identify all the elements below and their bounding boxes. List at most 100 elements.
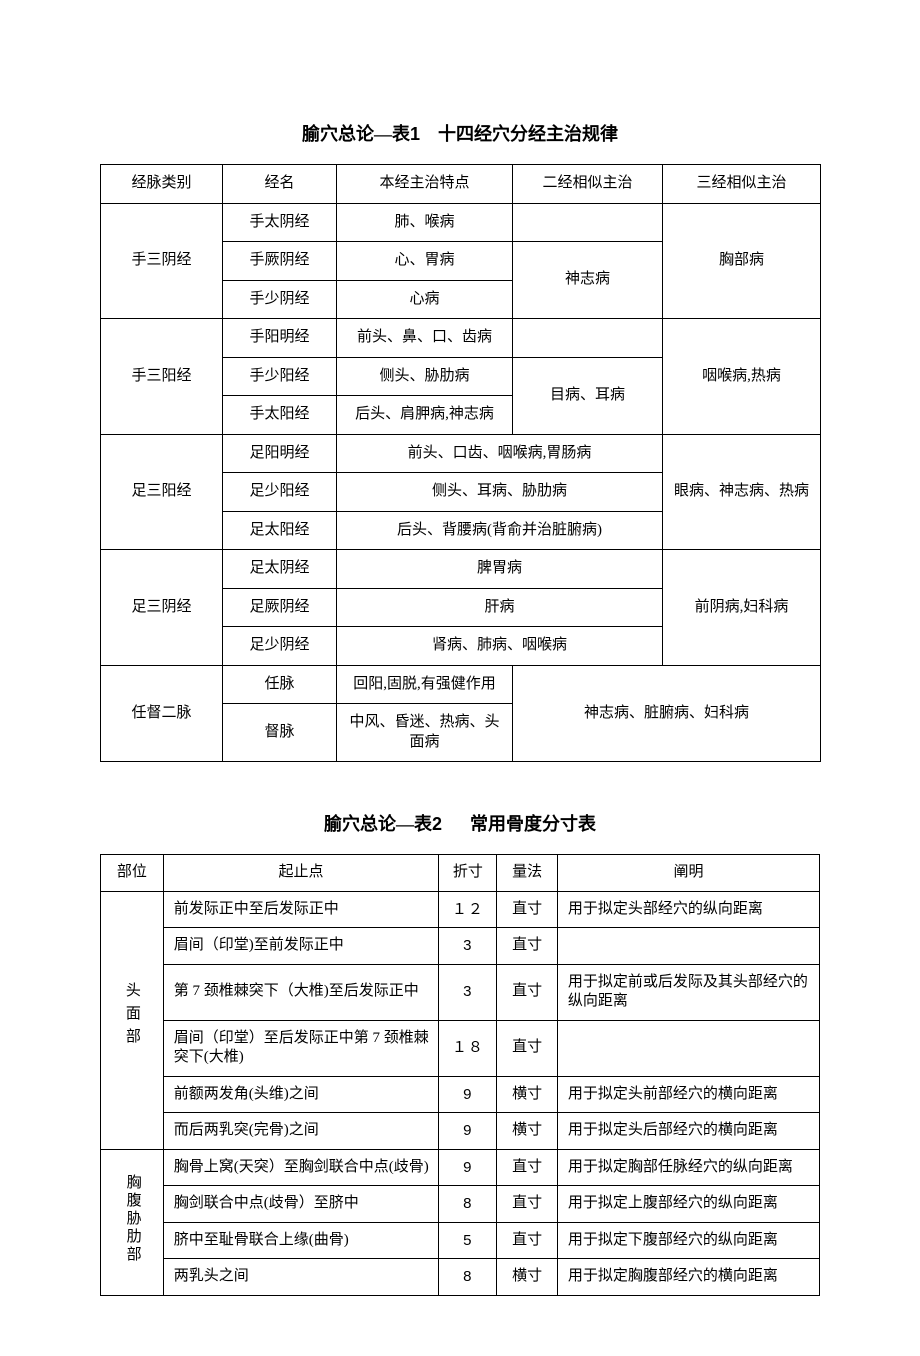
t1-header-4: 三经相似主治 <box>663 165 821 204</box>
t2-cun-0-4: 9 <box>439 1076 497 1113</box>
t2-se-0-0: 前发际正中至后发际正中 <box>163 891 439 928</box>
t2-cun-1-3: 8 <box>439 1259 497 1296</box>
t1-merged-3-2: 肾病、肺病、咽喉病 <box>337 627 663 666</box>
t1-merged-3-0: 脾胃病 <box>337 550 663 589</box>
t1-cat-4: 任督二脉 <box>101 665 223 762</box>
t2-header-0: 部位 <box>101 855 164 892</box>
t1-two-1-1: 目病、耳病 <box>513 357 663 434</box>
t1-name-3-2: 足少阴经 <box>223 627 337 666</box>
t1-cat-2: 足三阳经 <box>101 434 223 550</box>
t2-se-1-2: 脐中至耻骨联合上缘(曲骨) <box>163 1222 439 1259</box>
t2-region-0: 头面部 <box>101 891 164 1149</box>
title2-num: 2 <box>432 814 442 834</box>
t2-cun-1-0: 9 <box>439 1149 497 1186</box>
title1-num: 1 <box>410 124 420 144</box>
t2-header-4: 阐明 <box>557 855 819 892</box>
t2-cun-0-1: 3 <box>439 928 497 965</box>
t2-header-1: 起止点 <box>163 855 439 892</box>
t2-method-0-1: 直寸 <box>497 928 557 965</box>
t1-name-0-2: 手少阴经 <box>223 280 337 319</box>
t2-note-1-3: 用于拟定胸腹部经穴的横向距离 <box>557 1259 819 1296</box>
t2-cun-1-2: 5 <box>439 1222 497 1259</box>
table2: 部位起止点折寸量法阐明头面部前发际正中至后发际正中１２直寸用于拟定头部经穴的纵向… <box>100 854 820 1296</box>
t2-method-1-2: 直寸 <box>497 1222 557 1259</box>
t2-method-0-5: 横寸 <box>497 1113 557 1150</box>
t1-cat-3: 足三阴经 <box>101 550 223 666</box>
t1-header-3: 二经相似主治 <box>513 165 663 204</box>
t1-three-1: 咽喉病,热病 <box>663 319 821 435</box>
t1-three-3: 前阴病,妇科病 <box>663 550 821 666</box>
t1-two-1-0 <box>513 319 663 358</box>
table2-title: 腧穴总论—表2 常用骨度分寸表 <box>100 810 820 836</box>
t2-method-0-3: 直寸 <box>497 1020 557 1076</box>
t1-name-0-1: 手厥阴经 <box>223 242 337 281</box>
t1-name-2-2: 足太阳经 <box>223 511 337 550</box>
t1-header-1: 经名 <box>223 165 337 204</box>
t1-point-4-0: 回阳,固脱,有强健作用 <box>337 665 513 704</box>
t1-point-1-0: 前头、鼻、口、齿病 <box>337 319 513 358</box>
t2-note-0-0: 用于拟定头部经穴的纵向距离 <box>557 891 819 928</box>
t2-se-1-3: 两乳头之间 <box>163 1259 439 1296</box>
t2-header-2: 折寸 <box>439 855 497 892</box>
t2-cun-1-1: 8 <box>439 1186 497 1223</box>
t1-merged-2-2: 后头、背腰病(背俞并治脏腑病) <box>337 511 663 550</box>
t1-name-1-0: 手阳明经 <box>223 319 337 358</box>
t1-name-3-1: 足厥阴经 <box>223 588 337 627</box>
t2-se-0-4: 前额两发角(头维)之间 <box>163 1076 439 1113</box>
t2-note-1-2: 用于拟定下腹部经穴的纵向距离 <box>557 1222 819 1259</box>
title2-suffix: 常用骨度分寸表 <box>470 814 596 834</box>
t1-three-0: 胸部病 <box>663 203 821 319</box>
t2-method-0-4: 横寸 <box>497 1076 557 1113</box>
t1-name-1-1: 手少阳经 <box>223 357 337 396</box>
t2-method-0-2: 直寸 <box>497 964 557 1020</box>
t1-two-0-0 <box>513 203 663 242</box>
table1: 经脉类别经名本经主治特点二经相似主治三经相似主治手三阴经手太阴经肺、喉病胸部病手… <box>100 164 821 762</box>
t1-point-1-1: 侧头、胁肋病 <box>337 357 513 396</box>
t1-merged-2-0: 前头、口齿、咽喉病,胃肠病 <box>337 434 663 473</box>
t2-cun-0-3: １８ <box>439 1020 497 1076</box>
t2-cun-0-2: 3 <box>439 964 497 1020</box>
t2-se-0-2: 第 7 颈椎棘突下（大椎)至后发际正中 <box>163 964 439 1020</box>
t2-note-1-1: 用于拟定上腹部经穴的纵向距离 <box>557 1186 819 1223</box>
t2-note-0-1 <box>557 928 819 965</box>
title2-prefix: 腧穴总论—表 <box>324 814 432 834</box>
t2-method-1-0: 直寸 <box>497 1149 557 1186</box>
t2-se-1-1: 胸剑联合中点(歧骨）至脐中 <box>163 1186 439 1223</box>
t1-merged-3-1: 肝病 <box>337 588 663 627</box>
t2-note-0-2: 用于拟定前或后发际及其头部经穴的纵向距离 <box>557 964 819 1020</box>
t2-note-0-5: 用于拟定头后部经穴的横向距离 <box>557 1113 819 1150</box>
t1-name-2-1: 足少阳经 <box>223 473 337 512</box>
t1-point-0-1: 心、胃病 <box>337 242 513 281</box>
t1-point-1-2: 后头、肩胛病,神志病 <box>337 396 513 435</box>
t1-point-0-0: 肺、喉病 <box>337 203 513 242</box>
title1-prefix: 腧穴总论—表 <box>302 124 410 144</box>
t2-note-0-4: 用于拟定头前部经穴的横向距离 <box>557 1076 819 1113</box>
t2-cun-0-5: 9 <box>439 1113 497 1150</box>
t1-point-4-1: 中风、昏迷、热病、头面病 <box>337 704 513 762</box>
t2-region-1: 胸腹胁肋部 <box>101 1149 164 1295</box>
t2-method-0-0: 直寸 <box>497 891 557 928</box>
t1-merged-2-1: 侧头、耳病、胁肋病 <box>337 473 663 512</box>
t1-three-2: 眼病、神志病、热病 <box>663 434 821 550</box>
t1-two-0-1: 神志病 <box>513 242 663 319</box>
t1-header-2: 本经主治特点 <box>337 165 513 204</box>
t2-method-1-1: 直寸 <box>497 1186 557 1223</box>
t1-name-1-2: 手太阳经 <box>223 396 337 435</box>
title1-suffix: 十四经穴分经主治规律 <box>438 124 618 144</box>
t2-note-0-3 <box>557 1020 819 1076</box>
t2-cun-0-0: １２ <box>439 891 497 928</box>
t2-se-1-0: 胸骨上窝(天突）至胸剑联合中点(歧骨) <box>163 1149 439 1186</box>
t1-name-0-0: 手太阴经 <box>223 203 337 242</box>
t2-se-0-5: 而后两乳突(完骨)之间 <box>163 1113 439 1150</box>
t2-se-0-3: 眉间（印堂）至后发际正中第 7 颈椎棘突下(大椎) <box>163 1020 439 1076</box>
t1-name-3-0: 足太阴经 <box>223 550 337 589</box>
t1-cat-1: 手三阳经 <box>101 319 223 435</box>
t1-header-0: 经脉类别 <box>101 165 223 204</box>
t1-cat-0: 手三阴经 <box>101 203 223 319</box>
t1-name-4-0: 任脉 <box>223 665 337 704</box>
t2-method-1-3: 横寸 <box>497 1259 557 1296</box>
table1-title: 腧穴总论—表1 十四经穴分经主治规律 <box>100 120 820 146</box>
t1-name-4-1: 督脉 <box>223 704 337 762</box>
t1-point-0-2: 心病 <box>337 280 513 319</box>
t2-header-3: 量法 <box>497 855 557 892</box>
